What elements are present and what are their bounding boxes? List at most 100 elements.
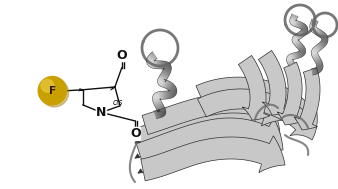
Polygon shape xyxy=(311,53,318,54)
Polygon shape xyxy=(300,23,304,29)
Polygon shape xyxy=(159,79,164,86)
Polygon shape xyxy=(299,49,306,51)
Polygon shape xyxy=(164,61,166,69)
Polygon shape xyxy=(301,30,306,35)
Polygon shape xyxy=(314,47,318,52)
Polygon shape xyxy=(156,105,163,109)
Polygon shape xyxy=(165,80,168,88)
Polygon shape xyxy=(161,79,164,87)
Polygon shape xyxy=(311,21,317,23)
Polygon shape xyxy=(160,75,167,79)
Polygon shape xyxy=(317,30,320,35)
Polygon shape xyxy=(295,34,299,40)
Polygon shape xyxy=(164,63,170,69)
Polygon shape xyxy=(158,61,159,69)
Polygon shape xyxy=(158,111,166,112)
Polygon shape xyxy=(312,20,318,22)
Polygon shape xyxy=(299,22,303,29)
Polygon shape xyxy=(153,101,161,104)
Polygon shape xyxy=(300,31,305,36)
Polygon shape xyxy=(322,40,328,41)
Polygon shape xyxy=(164,64,170,69)
Polygon shape xyxy=(301,23,304,29)
Polygon shape xyxy=(295,21,297,27)
Polygon shape xyxy=(169,88,176,91)
Polygon shape xyxy=(316,67,321,72)
Polygon shape xyxy=(292,20,296,26)
Polygon shape xyxy=(153,100,161,104)
Polygon shape xyxy=(301,30,307,33)
Polygon shape xyxy=(311,53,318,55)
Polygon shape xyxy=(301,29,308,30)
Polygon shape xyxy=(291,15,297,18)
Polygon shape xyxy=(287,59,293,61)
Polygon shape xyxy=(301,30,307,33)
Polygon shape xyxy=(292,40,298,42)
Polygon shape xyxy=(160,74,167,79)
Polygon shape xyxy=(316,67,320,72)
Polygon shape xyxy=(301,27,307,30)
Polygon shape xyxy=(301,24,306,29)
Polygon shape xyxy=(321,34,327,39)
Polygon shape xyxy=(312,54,318,57)
Polygon shape xyxy=(161,91,162,99)
Polygon shape xyxy=(313,68,315,75)
Polygon shape xyxy=(294,20,297,26)
Polygon shape xyxy=(163,80,166,87)
Polygon shape xyxy=(298,46,304,50)
Polygon shape xyxy=(163,70,170,74)
Polygon shape xyxy=(295,41,300,46)
Polygon shape xyxy=(147,60,154,64)
Polygon shape xyxy=(317,67,322,69)
Polygon shape xyxy=(169,89,177,91)
Polygon shape xyxy=(295,53,297,59)
Polygon shape xyxy=(311,22,317,24)
Polygon shape xyxy=(311,27,316,31)
Polygon shape xyxy=(238,56,270,120)
Polygon shape xyxy=(159,110,162,117)
Polygon shape xyxy=(317,30,321,36)
Polygon shape xyxy=(155,93,160,100)
Polygon shape xyxy=(295,21,297,27)
Polygon shape xyxy=(156,92,160,100)
Polygon shape xyxy=(157,106,164,110)
Polygon shape xyxy=(299,51,306,53)
Polygon shape xyxy=(299,32,303,37)
Polygon shape xyxy=(289,62,294,66)
Polygon shape xyxy=(153,95,160,99)
Polygon shape xyxy=(312,69,314,75)
Polygon shape xyxy=(321,36,328,39)
Polygon shape xyxy=(322,39,328,40)
Polygon shape xyxy=(290,54,293,60)
Polygon shape xyxy=(162,91,163,99)
Polygon shape xyxy=(168,85,175,91)
Polygon shape xyxy=(152,52,157,59)
Polygon shape xyxy=(169,90,173,98)
Polygon shape xyxy=(163,68,171,69)
Polygon shape xyxy=(315,46,320,51)
Polygon shape xyxy=(316,67,319,73)
Polygon shape xyxy=(300,23,303,29)
Polygon shape xyxy=(158,78,165,82)
Polygon shape xyxy=(293,40,298,44)
Circle shape xyxy=(38,77,67,105)
Polygon shape xyxy=(161,73,168,77)
Polygon shape xyxy=(292,15,297,17)
Polygon shape xyxy=(166,91,167,99)
Polygon shape xyxy=(320,42,324,47)
Polygon shape xyxy=(319,43,323,48)
Polygon shape xyxy=(299,51,304,56)
Polygon shape xyxy=(315,29,319,34)
Polygon shape xyxy=(298,32,303,38)
Polygon shape xyxy=(299,32,303,37)
Polygon shape xyxy=(294,68,320,130)
Polygon shape xyxy=(169,91,177,92)
Polygon shape xyxy=(300,31,305,36)
Polygon shape xyxy=(312,49,318,53)
Polygon shape xyxy=(136,118,283,166)
Polygon shape xyxy=(310,25,316,26)
Polygon shape xyxy=(297,52,299,58)
Polygon shape xyxy=(197,89,317,140)
Polygon shape xyxy=(168,84,173,90)
Polygon shape xyxy=(159,77,166,81)
